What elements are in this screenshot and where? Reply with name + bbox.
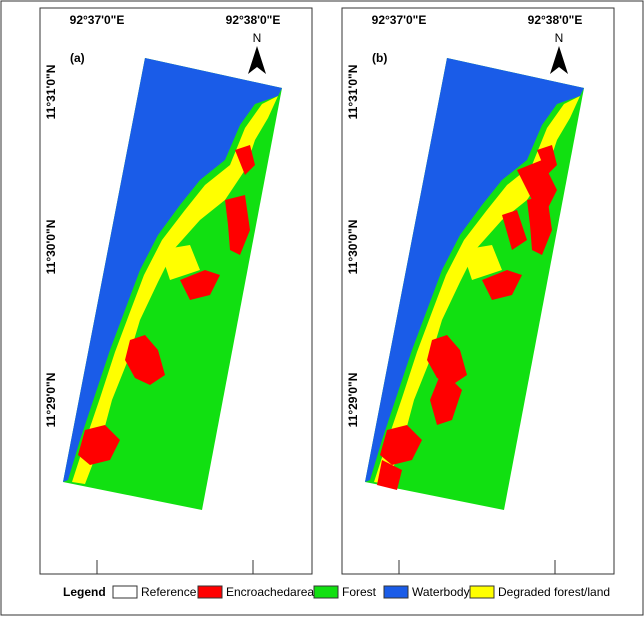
legend-swatch [384,586,408,598]
x-coordinate-label: 92°37'0"E [372,13,427,27]
legend-swatch [314,586,338,598]
legend-title: Legend [63,585,106,599]
y-coordinate-label: 11°30'0"N [44,220,58,275]
y-coordinate-label: 11°31'0"N [346,65,360,120]
legend-swatch [113,586,137,598]
north-label: N [253,31,262,45]
legend-swatch [470,586,494,598]
y-coordinate-label: 11°30'0"N [346,220,360,275]
panel-label: (a) [70,51,85,65]
x-coordinate-label: 92°38'0"E [528,13,583,27]
panel-label: (b) [372,51,387,65]
y-coordinate-label: 11°29'0"N [346,373,360,428]
y-coordinate-label: 11°29'0"N [44,373,58,428]
legend-swatch [198,586,222,598]
legend-label: Waterbody [412,585,470,599]
x-coordinate-label: 92°37'0"E [70,13,125,27]
legend-label: Encroachedarea [226,585,314,599]
x-coordinate-label: 92°38'0"E [226,13,281,27]
legend-label: Reference [141,585,197,599]
figure: Legend (a) N 92°37'0"E 92°38'0"E 11°31'0"N 11… [0,0,644,616]
legend-label: Forest [342,585,377,599]
legend-label: Degraded forest/land [498,585,610,599]
map-panel: (b) N 92°37'0"E 92°38'0"E 11°31'0"N 11°30'0"N… [342,8,614,574]
map-panel: (a) N 92°37'0"E 92°38'0"E 11°31'0"N 11°30'0"N… [40,8,312,574]
north-label: N [555,31,564,45]
y-coordinate-label: 11°31'0"N [44,65,58,120]
